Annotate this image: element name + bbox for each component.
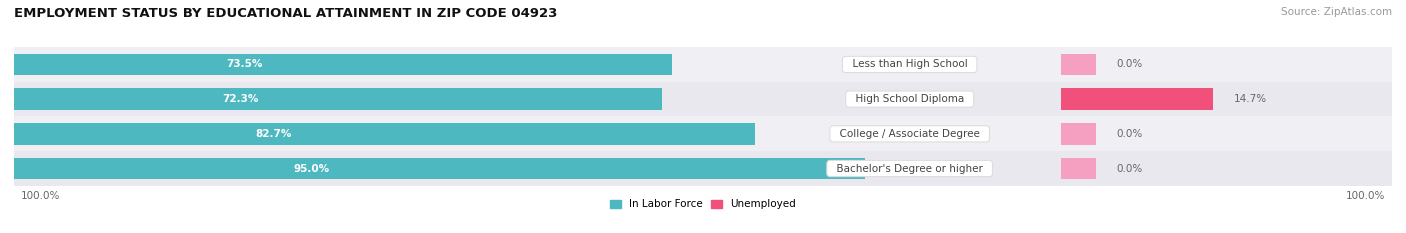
Bar bbox=[14, 54, 672, 75]
Text: College / Associate Degree: College / Associate Degree bbox=[832, 129, 987, 139]
Bar bbox=[1062, 54, 1095, 75]
Bar bbox=[1062, 123, 1095, 145]
Bar bbox=[14, 88, 662, 110]
Text: EMPLOYMENT STATUS BY EDUCATIONAL ATTAINMENT IN ZIP CODE 04923: EMPLOYMENT STATUS BY EDUCATIONAL ATTAINM… bbox=[14, 7, 557, 20]
Text: 100.0%: 100.0% bbox=[1346, 191, 1385, 201]
Bar bbox=[1062, 88, 1213, 110]
Bar bbox=[1062, 158, 1095, 179]
Text: 14.7%: 14.7% bbox=[1234, 94, 1267, 104]
Text: Less than High School: Less than High School bbox=[845, 59, 974, 69]
Text: Bachelor's Degree or higher: Bachelor's Degree or higher bbox=[830, 164, 990, 174]
Text: 72.3%: 72.3% bbox=[222, 94, 259, 104]
Text: 82.7%: 82.7% bbox=[254, 129, 291, 139]
Text: High School Diploma: High School Diploma bbox=[849, 94, 970, 104]
Bar bbox=[14, 151, 1392, 186]
Text: 0.0%: 0.0% bbox=[1116, 164, 1143, 174]
Text: 95.0%: 95.0% bbox=[294, 164, 330, 174]
Text: 0.0%: 0.0% bbox=[1116, 129, 1143, 139]
Bar bbox=[14, 123, 755, 145]
Bar bbox=[14, 47, 1392, 82]
Legend: In Labor Force, Unemployed: In Labor Force, Unemployed bbox=[606, 195, 800, 213]
Text: 100.0%: 100.0% bbox=[21, 191, 60, 201]
Text: 0.0%: 0.0% bbox=[1116, 59, 1143, 69]
Bar bbox=[14, 116, 1392, 151]
Text: 73.5%: 73.5% bbox=[226, 59, 263, 69]
Bar bbox=[14, 158, 865, 179]
Bar bbox=[14, 82, 1392, 116]
Text: Source: ZipAtlas.com: Source: ZipAtlas.com bbox=[1281, 7, 1392, 17]
